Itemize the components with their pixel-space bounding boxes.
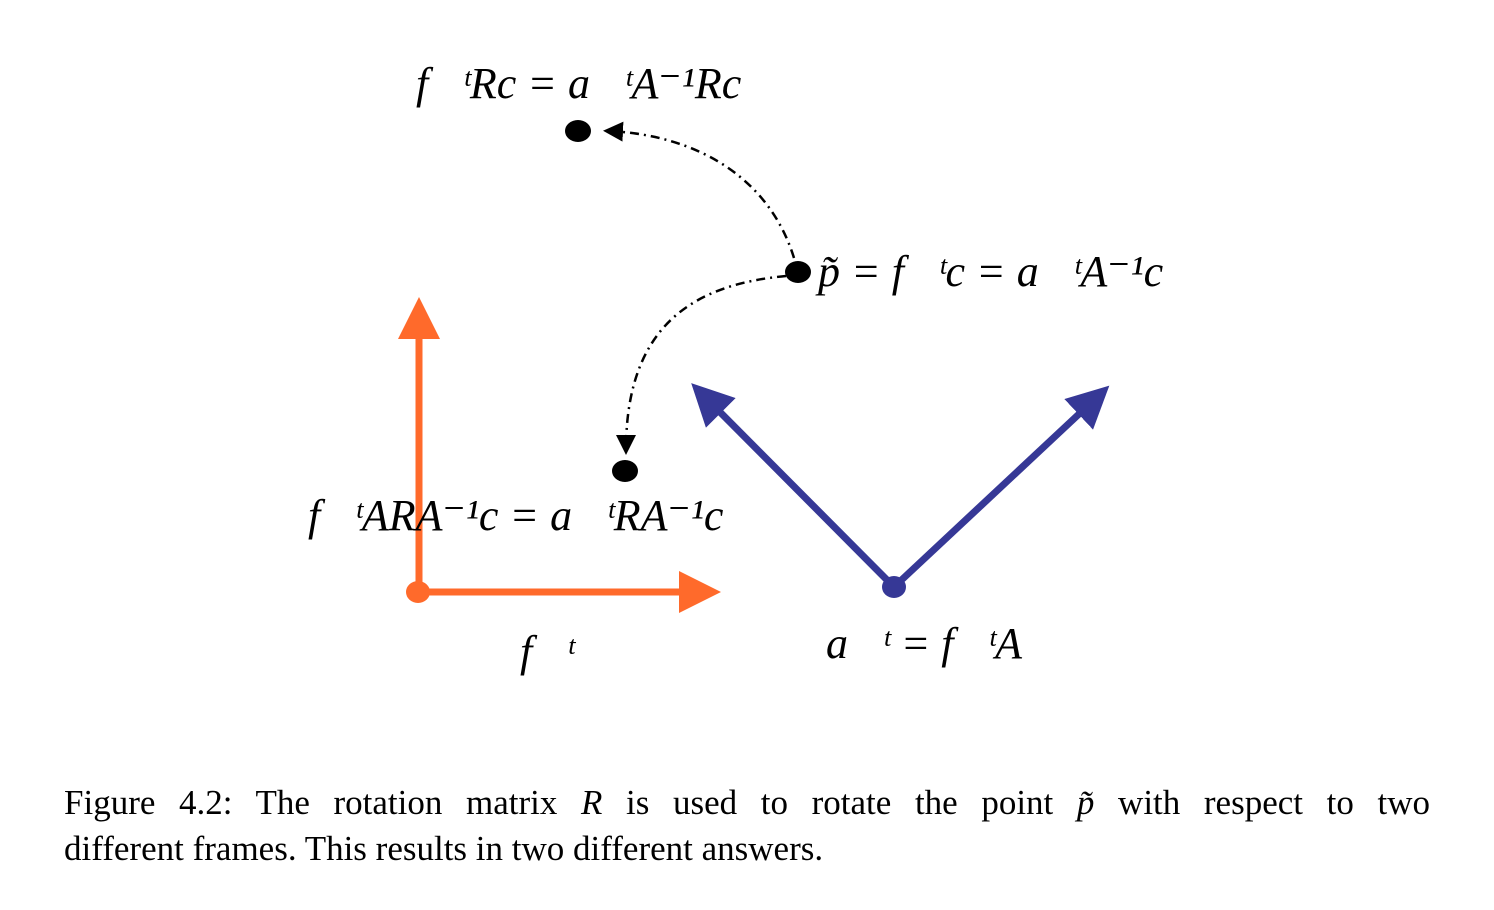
label-frame-f: f⃗ᵗ: [520, 627, 574, 676]
label-p-point: p̃ = f⃗ᵗc = a⃗ᵗA⁻¹c: [818, 247, 1164, 296]
rotation-arrow-to-top: [603, 121, 796, 259]
frame-a: [691, 383, 1110, 598]
frame-a-right-axis: [891, 385, 1110, 590]
point-rotated-in-f: [565, 120, 591, 142]
frame-a-origin: [882, 576, 906, 598]
frame-a-left-axis: [691, 383, 897, 590]
label-rotated-point: f⃗ᵗARA⁻¹c = a⃗ᵗRA⁻¹c: [308, 491, 724, 540]
point-p: [785, 261, 811, 283]
figure-caption: Figure 4.2: The rotation matrix R is use…: [64, 780, 1430, 872]
frame-f-origin: [406, 581, 430, 603]
rotation-frames-diagram: [398, 120, 1110, 613]
point-rotated-in-a: [612, 460, 638, 482]
caption-line-1: Figure 4.2: The rotation matrix R is use…: [64, 783, 1430, 822]
caption-line-2: different frames. This results in two di…: [64, 829, 824, 868]
frame-f: [398, 297, 721, 613]
label-frame-a: a⃗ᵗ = f⃗ᵗA: [826, 619, 1023, 668]
rotation-arrow-to-bottom: [616, 274, 787, 455]
label-top-point: f⃗ᵗRc = a⃗ᵗA⁻¹Rc: [416, 59, 742, 108]
